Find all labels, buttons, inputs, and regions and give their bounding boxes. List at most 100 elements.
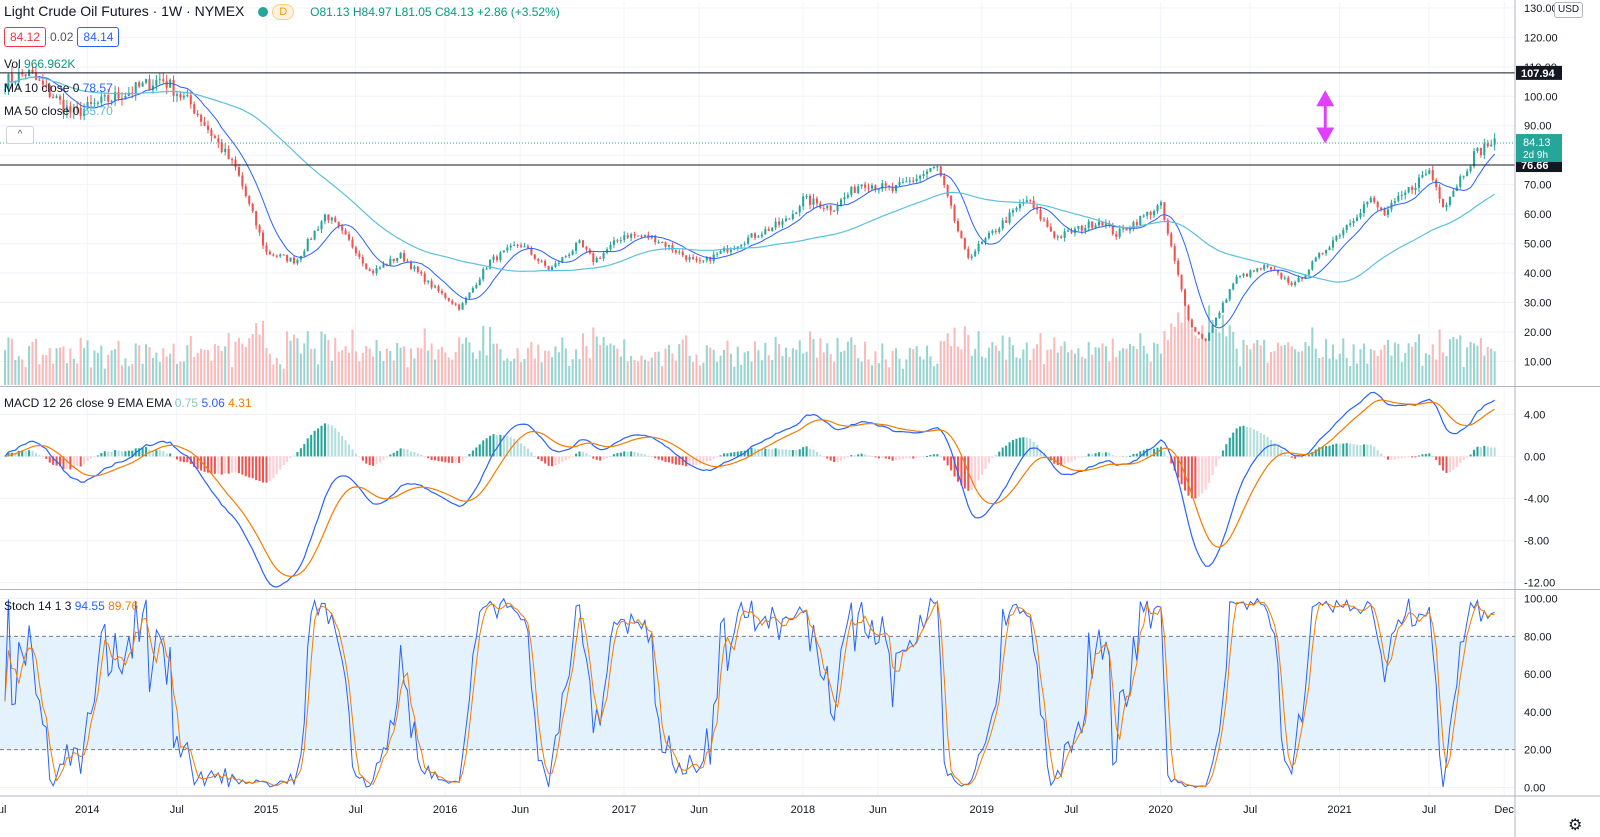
- macd-hist-bar: [953, 456, 956, 477]
- buy-price-button[interactable]: 84.14: [77, 27, 120, 47]
- ma50-legend[interactable]: MA 50 close 0 65.70: [4, 103, 113, 119]
- stoch-tick-label: 0.00: [1524, 782, 1545, 794]
- candle-body: [499, 252, 502, 261]
- macd-hist-bar: [303, 444, 306, 457]
- macd-hist-bar: [1304, 456, 1307, 458]
- volume-bar: [1080, 356, 1083, 385]
- volume-bar: [14, 360, 17, 385]
- volume-bar: [550, 357, 554, 385]
- volume-bar: [24, 367, 27, 385]
- volume-bar: [485, 355, 488, 385]
- macd-hist-bar: [348, 444, 351, 457]
- candle-body: [774, 221, 777, 228]
- volume-bar: [843, 350, 846, 385]
- candle-body: [1356, 217, 1359, 221]
- volume-bar: [795, 349, 798, 385]
- candle-body: [458, 304, 461, 310]
- candle-body: [1393, 201, 1396, 203]
- macd-hist-bar: [987, 456, 990, 464]
- volume-bar: [963, 326, 966, 385]
- candle-body: [117, 92, 120, 99]
- volume-bar: [227, 332, 230, 385]
- candle-body: [24, 74, 27, 77]
- collapse-legend-button[interactable]: ^: [6, 126, 34, 144]
- macd-hist-bar: [430, 456, 433, 460]
- volume-bar: [1462, 366, 1465, 385]
- candle-body: [650, 235, 653, 239]
- macd-hist-bar: [1115, 456, 1118, 458]
- volume-bar: [234, 341, 237, 385]
- macd-hist-bar: [895, 456, 898, 461]
- bid-ask: 84.12 0.02 84.14: [4, 27, 123, 47]
- candle-body: [636, 235, 640, 237]
- volume-bar: [110, 350, 113, 385]
- volume-bar: [62, 346, 65, 385]
- stoch-legend[interactable]: Stoch 14 1 3 94.55 89.76: [4, 598, 138, 614]
- macd-hist-bar: [1335, 443, 1338, 457]
- macd-hist-bar: [416, 453, 419, 457]
- macd-hist-bar: [1132, 454, 1135, 457]
- macd-hist-bar: [877, 456, 880, 459]
- volume-bar: [289, 340, 292, 385]
- candle-body: [416, 266, 419, 272]
- macd-hist-bar: [760, 449, 763, 457]
- volume-bar: [1459, 335, 1462, 385]
- sell-price-button[interactable]: 84.12: [4, 27, 47, 47]
- macd-hist-bar: [261, 456, 265, 483]
- macd-hist-bar: [1438, 456, 1441, 466]
- macd-hist-bar: [1331, 444, 1334, 457]
- candle-body: [1135, 222, 1138, 226]
- volume-bar: [626, 361, 629, 385]
- volume-bar: [946, 333, 949, 385]
- macd-legend[interactable]: MACD 12 26 close 9 EMA EMA 0.75 5.06 4.3…: [4, 395, 252, 411]
- macd-hist-bar: [998, 451, 1001, 457]
- volume-bar: [991, 341, 994, 385]
- candle-body: [451, 300, 454, 304]
- volume-bar: [753, 341, 757, 385]
- volume-bar: [3, 350, 7, 385]
- delayed-badge[interactable]: D: [272, 4, 295, 21]
- macd-hist-bar: [657, 456, 660, 460]
- volume-bar: [1417, 334, 1421, 385]
- candle-body: [354, 247, 357, 254]
- ohlc-close: C84.13: [434, 5, 474, 19]
- volume-bar: [898, 358, 901, 385]
- volume-bar: [475, 358, 478, 385]
- macd-hist-bar: [1411, 456, 1414, 458]
- volume-bar: [530, 341, 533, 385]
- volume-bar: [320, 331, 323, 385]
- volume-bar: [657, 351, 660, 385]
- volume-bar: [482, 325, 485, 385]
- candle-body: [1328, 247, 1331, 251]
- macd-hist-bar: [705, 456, 708, 462]
- candle-body: [963, 238, 966, 249]
- candle-body: [69, 106, 72, 113]
- macd-hist-bar: [334, 428, 337, 457]
- macd-tick-label: -8.00: [1524, 536, 1549, 548]
- volume-bar: [884, 359, 887, 385]
- settings-gear-icon[interactable]: ⚙: [1568, 817, 1583, 834]
- vol-legend[interactable]: Vol 966.962K: [4, 56, 75, 72]
- candle-body: [747, 237, 750, 244]
- macd-hist-bar: [667, 456, 671, 463]
- macd-hist-bar: [1108, 452, 1111, 457]
- double-arrow-icon[interactable]: [1316, 90, 1335, 144]
- candle-body: [640, 235, 643, 237]
- macd-hist-bar: [822, 456, 825, 458]
- volume-bar: [547, 351, 550, 385]
- volume-bar: [248, 338, 251, 385]
- candle-body: [65, 106, 68, 113]
- volume-bar: [864, 341, 867, 385]
- volume-bar: [244, 346, 247, 385]
- macd-hist-bar: [423, 456, 426, 458]
- candle-body: [392, 258, 395, 262]
- currency-button[interactable]: USD: [1554, 2, 1584, 18]
- volume-bar: [994, 345, 997, 385]
- candle-body: [1208, 332, 1211, 341]
- ma10-legend[interactable]: MA 10 close 0 78.57: [4, 80, 113, 96]
- candle-body: [1042, 219, 1046, 221]
- macd-hist-bar: [650, 456, 653, 458]
- volume-bar: [217, 345, 220, 385]
- volume-bar: [1359, 349, 1362, 385]
